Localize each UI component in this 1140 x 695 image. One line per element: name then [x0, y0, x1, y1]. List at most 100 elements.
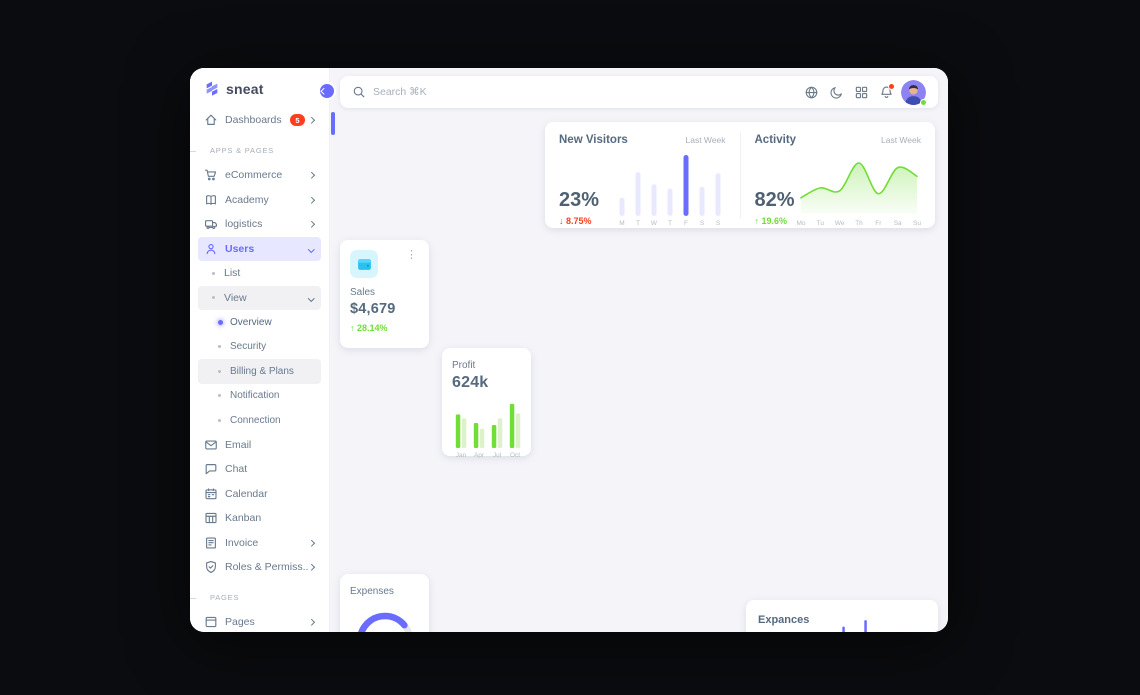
- svg-text:We: We: [835, 220, 845, 226]
- sidebar-item-calendar[interactable]: Calendar: [198, 482, 321, 507]
- chevron-icon: [307, 221, 314, 228]
- svg-text:Jul: Jul: [493, 452, 502, 458]
- sidebar-item-chat[interactable]: Chat: [198, 457, 321, 482]
- topbar: [340, 76, 938, 108]
- sidebar-menu: Dashboards 5 Apps & Pages eCommerce: [190, 108, 329, 632]
- sidebar-item-academy[interactable]: Academy: [198, 188, 321, 213]
- svg-text:S: S: [699, 220, 704, 226]
- new-visitors-panel: New Visitors Last Week 23% ↓ 8.75% M T W T F…: [545, 122, 740, 228]
- sidebar-collapse-button[interactable]: [318, 82, 336, 100]
- stat-label: Expenses: [350, 586, 394, 597]
- svg-text:Sa: Sa: [894, 220, 902, 226]
- gauge-chart: [357, 612, 412, 632]
- svg-text:T: T: [636, 220, 640, 226]
- sidebar-item-ecommerce[interactable]: eCommerce: [198, 163, 321, 188]
- divider: [739, 132, 741, 218]
- svg-text:W: W: [650, 220, 657, 226]
- chevron-icon: [307, 564, 314, 571]
- svg-text:Jan: Jan: [456, 452, 467, 458]
- shield-icon: [204, 560, 218, 574]
- bell-icon[interactable]: [879, 82, 895, 100]
- sidebar-item-roles-permiss[interactable]: Roles & Permiss...: [198, 555, 321, 580]
- sidebar-item-pages[interactable]: Pages: [190, 586, 321, 611]
- sidebar-item-label: Kanban: [225, 512, 262, 525]
- chevron-icon: [307, 245, 314, 252]
- profit-bar-chart: Jan Apr Jul Oct: [456, 403, 521, 458]
- sidebar-item-notification[interactable]: Notification: [198, 384, 321, 409]
- svg-text:Th: Th: [855, 220, 863, 226]
- sidebar-item-users[interactable]: Users: [198, 236, 321, 261]
- svg-text:Oct: Oct: [510, 452, 520, 458]
- sidebar-item-apps-pages[interactable]: Apps & Pages: [190, 139, 321, 164]
- sidebar-item-label: Security: [230, 341, 267, 353]
- calendar-icon: [204, 487, 218, 501]
- sidebar-item-list[interactable]: List: [198, 261, 321, 286]
- sidebar-item-kanban[interactable]: Kanban: [198, 506, 321, 531]
- bullet-dot-icon: [218, 345, 221, 349]
- activity-panel: Activity Last Week 82% ↑ 19.6% Mo Tu We Th F…: [741, 122, 936, 228]
- sneat-logo-icon: [204, 81, 220, 97]
- grid-icon[interactable]: [854, 85, 869, 100]
- sidebar-item-dashboards[interactable]: Dashboards 5: [198, 108, 321, 133]
- moon-icon[interactable]: [829, 85, 844, 100]
- sidebar: sneat Dashboards 5 Apps & Pages: [190, 68, 330, 632]
- online-status-dot: [920, 98, 927, 106]
- chevron-icon: [307, 539, 314, 546]
- sidebar-item-label: Pages: [210, 593, 240, 603]
- user-avatar[interactable]: [901, 79, 927, 106]
- chevron-icon: [307, 196, 314, 203]
- sidebar-item-label: List: [224, 267, 241, 280]
- topbar-icons: [804, 82, 895, 100]
- sidebar-item-label: Calendar: [225, 487, 268, 500]
- search-icon: [352, 85, 366, 99]
- user-icon: [204, 242, 218, 256]
- app-window: sneat Dashboards 5 Apps & Pages: [190, 68, 948, 632]
- sidebar-item-view[interactable]: View: [198, 285, 321, 310]
- sidebar-item-label: Notification: [230, 390, 280, 402]
- card-title: New Visitors: [559, 134, 628, 146]
- logo[interactable]: sneat: [190, 68, 329, 105]
- dots-menu-icon[interactable]: [402, 248, 421, 263]
- sidebar-item-overview[interactable]: Overview: [198, 310, 321, 335]
- sidebar-item-invoice[interactable]: Invoice: [198, 531, 321, 556]
- count-badge: 5: [290, 114, 305, 127]
- svg-text:Mo: Mo: [797, 220, 806, 226]
- sales-card: Sales $4,679 ↑ 28.14%: [340, 240, 429, 348]
- sidebar-item-connection[interactable]: Connection: [198, 408, 321, 433]
- search-input[interactable]: [373, 86, 797, 98]
- profit-card: Profit 624k Jan Apr Jul Oct: [442, 348, 531, 458]
- sidebar-item-label: Dashboards: [225, 114, 282, 127]
- svg-text:Su: Su: [913, 220, 921, 226]
- chevron-left-icon: [320, 87, 328, 95]
- visitors-activity-card: New Visitors Last Week 23% ↓ 8.75% M T W T F…: [545, 122, 935, 228]
- sales-value: $4,679: [350, 301, 396, 317]
- active-route-indicator: [331, 112, 335, 135]
- chevron-icon: [307, 117, 314, 124]
- svg-text:Apr: Apr: [474, 452, 485, 458]
- period-label: Last Week: [880, 135, 921, 145]
- sidebar-item-label: eCommerce: [225, 169, 283, 182]
- sidebar-item-label: Apps & Pages: [210, 146, 275, 156]
- truck-icon: [204, 217, 218, 231]
- stat-label: Profit: [452, 360, 476, 371]
- sidebar-item-security[interactable]: Security: [198, 335, 321, 360]
- activity-line-chart: Mo Tu We Th Fr Sa Su: [797, 162, 921, 226]
- bullet-dot-icon: [218, 319, 223, 325]
- sidebar-item-label: Pages: [225, 616, 255, 629]
- sidebar-item-logistics[interactable]: logistics: [198, 212, 321, 237]
- bullet-dot-icon: [218, 418, 221, 422]
- globe-icon[interactable]: [804, 85, 819, 100]
- sidebar-item-label: Overview: [230, 316, 272, 328]
- activity-delta: ↑ 19.6%: [754, 216, 788, 226]
- svg-text:Tu: Tu: [817, 220, 825, 226]
- stat-label: Sales: [350, 287, 376, 298]
- chat-icon: [204, 462, 218, 476]
- sidebar-item-billing-plans[interactable]: Billing & Plans: [198, 359, 321, 384]
- sidebar-item-pages[interactable]: Pages: [198, 610, 321, 632]
- sidebar-item-email[interactable]: Email: [198, 433, 321, 458]
- wallet-icon: [350, 250, 378, 278]
- sidebar-item-label: Roles & Permiss...: [225, 561, 309, 574]
- expenses-card: Expenses 78% $21k Expenses more than las…: [340, 574, 429, 632]
- bullet-dot-icon: [218, 394, 221, 398]
